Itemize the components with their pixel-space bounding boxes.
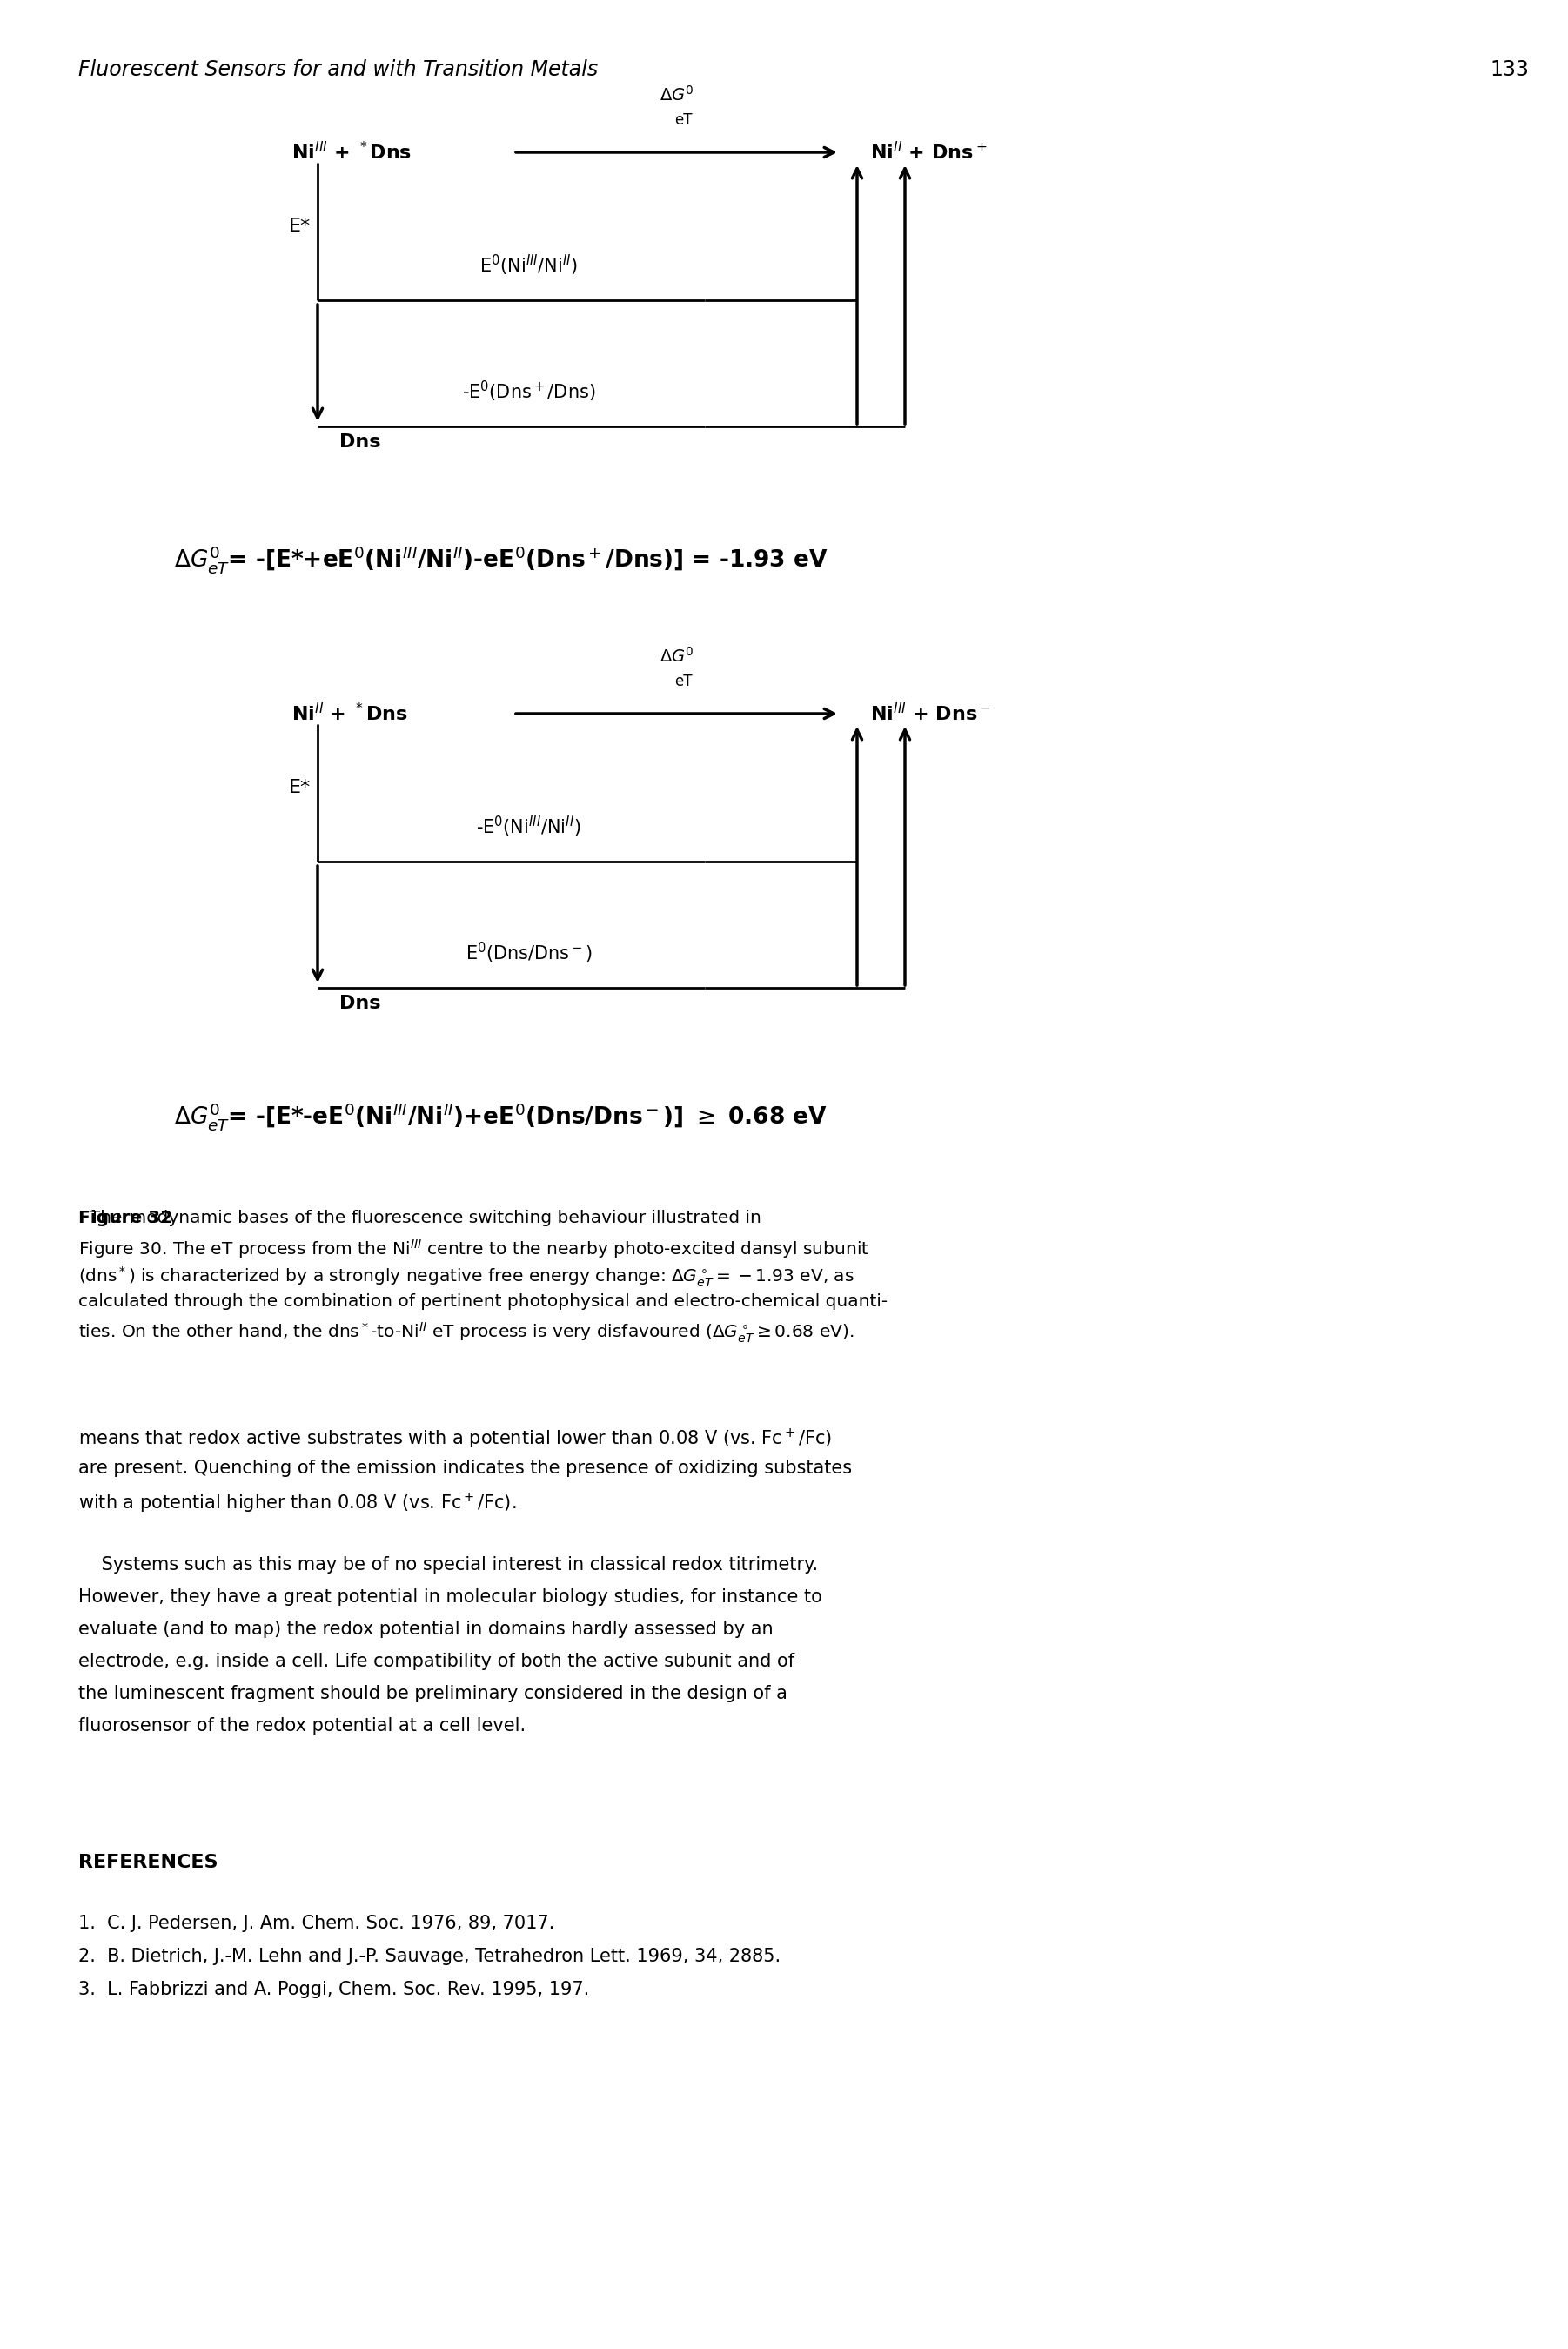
Text: (dns$^*$) is characterized by a strongly negative free energy change: $\Delta G^: (dns$^*$) is characterized by a strongly… <box>78 1266 855 1290</box>
Text: Ni$^{II}$ + $^*$Dns: Ni$^{II}$ + $^*$Dns <box>292 702 408 723</box>
Text: Ni$^{III}$ + $^*$Dns: Ni$^{III}$ + $^*$Dns <box>292 141 412 164</box>
Text: 3.  L. Fabbrizzi and A. Poggi, Chem. Soc. Rev. 1995, 197.: 3. L. Fabbrizzi and A. Poggi, Chem. Soc.… <box>78 1980 590 1999</box>
Text: $\Delta G^0_{eT}$= -[E*-eE$^0$(Ni$^{III}$/Ni$^{II}$)+eE$^0$(Dns/Dns$^-$)] $\geq$: $\Delta G^0_{eT}$= -[E*-eE$^0$(Ni$^{III}… <box>174 1102 828 1132</box>
Text: eT: eT <box>674 113 693 127</box>
Text: are present. Quenching of the emission indicates the presence of oxidizing subst: are present. Quenching of the emission i… <box>78 1459 851 1478</box>
Text: E$^0$(Dns/Dns$^-$): E$^0$(Dns/Dns$^-$) <box>466 940 593 965</box>
Text: with a potential higher than 0.08 V (vs. Fc$^+$/Fc).: with a potential higher than 0.08 V (vs.… <box>78 1492 516 1515</box>
Text: Figure 32: Figure 32 <box>78 1210 172 1226</box>
Text: Figure 30. The eT process from the Ni$^{III}$ centre to the nearby photo-excited: Figure 30. The eT process from the Ni$^{… <box>78 1238 869 1259</box>
Text: -E$^0$(Ni$^{III}$/Ni$^{II}$): -E$^0$(Ni$^{III}$/Ni$^{II}$) <box>477 815 582 839</box>
Text: $\Delta G^0$: $\Delta G^0$ <box>659 85 693 103</box>
Text: $\Delta G^0$: $\Delta G^0$ <box>659 646 693 665</box>
Text: fluorosensor of the redox potential at a cell level.: fluorosensor of the redox potential at a… <box>78 1717 525 1734</box>
Text: However, they have a great potential in molecular biology studies, for instance : However, they have a great potential in … <box>78 1588 822 1607</box>
Text: Thermodynamic bases of the fluorescence switching behaviour illustrated in: Thermodynamic bases of the fluorescence … <box>78 1210 762 1226</box>
Text: REFERENCES: REFERENCES <box>78 1853 218 1872</box>
Text: Systems such as this may be of no special interest in classical redox titrimetry: Systems such as this may be of no specia… <box>78 1555 818 1574</box>
Text: 2.  B. Dietrich, J.-M. Lehn and J.-P. Sauvage, Tetrahedron Lett. 1969, 34, 2885.: 2. B. Dietrich, J.-M. Lehn and J.-P. Sau… <box>78 1947 781 1966</box>
Text: evaluate (and to map) the redox potential in domains hardly assessed by an: evaluate (and to map) the redox potentia… <box>78 1621 773 1637</box>
Text: 133: 133 <box>1490 59 1529 80</box>
Text: Dns: Dns <box>339 994 381 1012</box>
Text: E*: E* <box>289 780 310 796</box>
Text: $\Delta G^0_{eT}$= -[E*+eE$^0$(Ni$^{III}$/Ni$^{II}$)-eE$^0$(Dns$^+$/Dns)] = -1.9: $\Delta G^0_{eT}$= -[E*+eE$^0$(Ni$^{III}… <box>174 545 828 576</box>
Text: ties. On the other hand, the dns$^*$-to-Ni$^{II}$ eT process is very disfavoured: ties. On the other hand, the dns$^*$-to-… <box>78 1320 855 1346</box>
Text: Dns: Dns <box>339 435 381 451</box>
Text: Ni$^{III}$ + Dns$^-$: Ni$^{III}$ + Dns$^-$ <box>870 702 991 723</box>
Text: E*: E* <box>289 218 310 235</box>
Text: calculated through the combination of pertinent photophysical and electro-chemic: calculated through the combination of pe… <box>78 1294 887 1311</box>
Text: Fluorescent Sensors for and with Transition Metals: Fluorescent Sensors for and with Transit… <box>78 59 597 80</box>
Text: 1.  C. J. Pedersen, J. Am. Chem. Soc. 1976, 89, 7017.: 1. C. J. Pedersen, J. Am. Chem. Soc. 197… <box>78 1914 555 1933</box>
Text: eT: eT <box>674 674 693 688</box>
Text: -E$^0$(Dns$^+$/Dns): -E$^0$(Dns$^+$/Dns) <box>463 381 596 404</box>
Text: electrode, e.g. inside a cell. Life compatibility of both the active subunit and: electrode, e.g. inside a cell. Life comp… <box>78 1654 795 1670</box>
Text: Ni$^{II}$ + Dns$^+$: Ni$^{II}$ + Dns$^+$ <box>870 141 988 164</box>
Text: the luminescent fragment should be preliminary considered in the design of a: the luminescent fragment should be preli… <box>78 1684 787 1703</box>
Text: E$^0$(Ni$^{III}$/Ni$^{II}$): E$^0$(Ni$^{III}$/Ni$^{II}$) <box>480 254 577 277</box>
Text: means that redox active substrates with a potential lower than 0.08 V (vs. Fc$^+: means that redox active substrates with … <box>78 1428 833 1452</box>
